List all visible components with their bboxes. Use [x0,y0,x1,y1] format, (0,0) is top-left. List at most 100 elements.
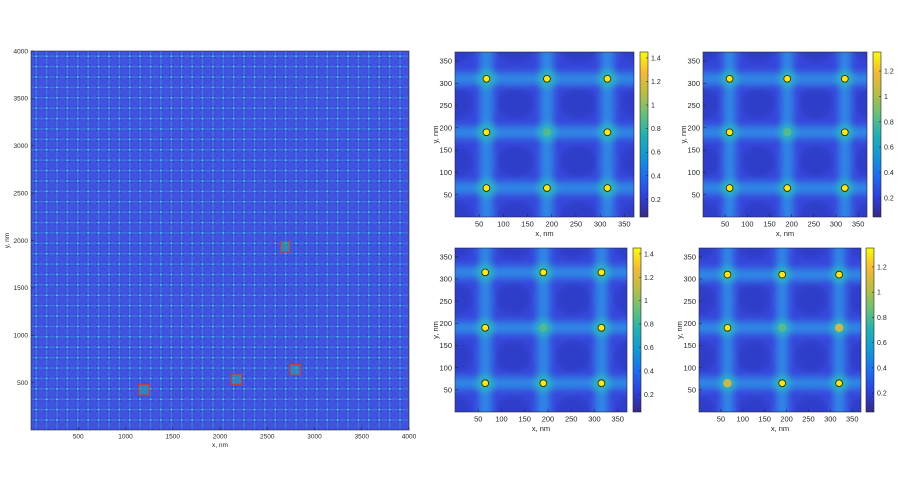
colorbar-tick-label: 0.4 [877,365,887,372]
zoom-plot-2: 50 100 150 200 250 300 350 50 100 150 200 250 300 350… [679,51,894,238]
y-tick-label: 150 [683,341,696,350]
cell-dark-region [854,87,867,119]
peak-1 [723,270,732,279]
x-axis-label: x, nm [776,229,794,238]
colorbar-tick-label: 1 [877,290,881,297]
y-tick-label: 1500 [14,285,29,292]
peak-4 [725,128,734,137]
x-tick-label: 150 [763,220,776,229]
peak-8 [539,379,548,387]
cell-dark-region [799,52,833,64]
colorbar-tick-label: 1 [644,298,648,305]
cell-dark-region [496,248,531,260]
peak-6 [841,128,849,137]
x-tick-label: 200 [542,415,555,424]
peak-4 [482,128,491,137]
cell-dark-region [495,396,531,412]
peak-9 [597,379,606,387]
cell-dark-region [455,283,473,315]
colorbar-tick-label: 0.2 [884,195,894,202]
y-tick-label: 300 [687,79,700,88]
cell-dark-region [703,52,720,64]
cell-dark-region [455,396,473,412]
peak-5 [777,323,787,332]
colorbar [639,51,649,218]
x-tick-label: 50 [475,220,483,229]
y-tick-label: 4000 [14,48,29,55]
cell-dark-region [455,87,474,120]
colorbar-tick-label: 0.8 [651,126,661,133]
colorbar-tick-label: 1.2 [884,69,894,76]
cell-dark-region [555,283,592,315]
colorbar-tick-label: 0.2 [644,392,654,399]
cell-dark-region [621,52,634,64]
y-tick-label: 200 [687,123,700,132]
x-tick-label: 150 [521,220,534,229]
colorbar [872,51,882,218]
y-axis-label: y, nm [431,321,440,339]
cell-dark-region [794,396,828,412]
colorbar-tick-label: 0.4 [884,170,894,177]
x-axis-label: x, nm [532,424,550,433]
cell-dark-region [559,200,597,217]
overview-plot: 500 1000 1500 2000 2500 3000 3500 4000 500 1000 15… [4,48,417,449]
x-tick-label: 1500 [166,434,181,441]
x-tick-label: 150 [518,415,531,424]
peak-4 [723,323,732,332]
y-tick-label: 200 [683,319,696,328]
y-tick-label: 3000 [14,143,29,150]
y-axis-label: y, nm [4,233,11,248]
cell-dark-region [559,87,597,120]
y-tick-label: 250 [439,297,452,306]
x-tick-label: 300 [830,220,843,229]
zoom-plot-3: 50 100 150 200 250 300 350 50 100 150 200 250 300 350… [431,247,654,433]
y-tick-label: 350 [687,57,700,66]
cell-dark-region [794,248,827,260]
colorbar-tick-label: 0.6 [877,340,887,347]
y-tick-label: 100 [439,363,452,372]
y-tick-label: 300 [683,275,696,284]
peak-4 [481,323,490,332]
cell-dark-region [741,200,776,217]
heatmap-field [703,52,867,217]
peak-5 [542,128,552,137]
x-tick-label: 300 [594,220,607,229]
x-tick-label: 250 [808,220,821,229]
colorbar-tick-label: 0.6 [644,345,654,352]
peak-7 [723,378,732,388]
cell-dark-region [613,396,627,412]
x-tick-label: 200 [785,220,798,229]
cell-dark-region [620,201,634,217]
y-tick-label: 200 [439,123,452,132]
cell-dark-region [794,283,828,315]
cell-dark-region [703,200,720,217]
x-tick-label: 250 [565,415,578,424]
y-axis-label: y, nm [675,321,684,339]
peak-7 [481,379,490,387]
y-tick-label: 50 [444,190,452,199]
cell-dark-region [495,283,531,315]
heatmap-field [455,52,634,217]
peak-8 [778,379,786,387]
x-tick-label: 350 [852,220,865,229]
x-tick-label: 50 [717,415,725,424]
cell-dark-region [455,340,473,373]
axes-frame [702,51,868,218]
cell-dark-region [699,340,716,373]
x-tick-label: 100 [741,220,754,229]
peak-2 [778,270,786,279]
colorbar-tick-label: 0.4 [644,369,654,376]
peak-2 [783,74,792,83]
y-tick-label: 50 [688,385,696,394]
x-axis-label: x, nm [212,442,228,449]
x-tick-label: 350 [618,220,631,229]
cell-dark-region [854,201,867,217]
colorbar-tick-label: 0.8 [877,315,887,322]
colorbar-tick-label: 1.2 [651,79,661,86]
highlighted-region-3 [230,373,243,386]
peak-7 [482,184,491,192]
cell-dark-region [799,200,833,217]
colorbar-tick-label: 1.2 [644,275,654,282]
axes-frame [454,247,628,413]
